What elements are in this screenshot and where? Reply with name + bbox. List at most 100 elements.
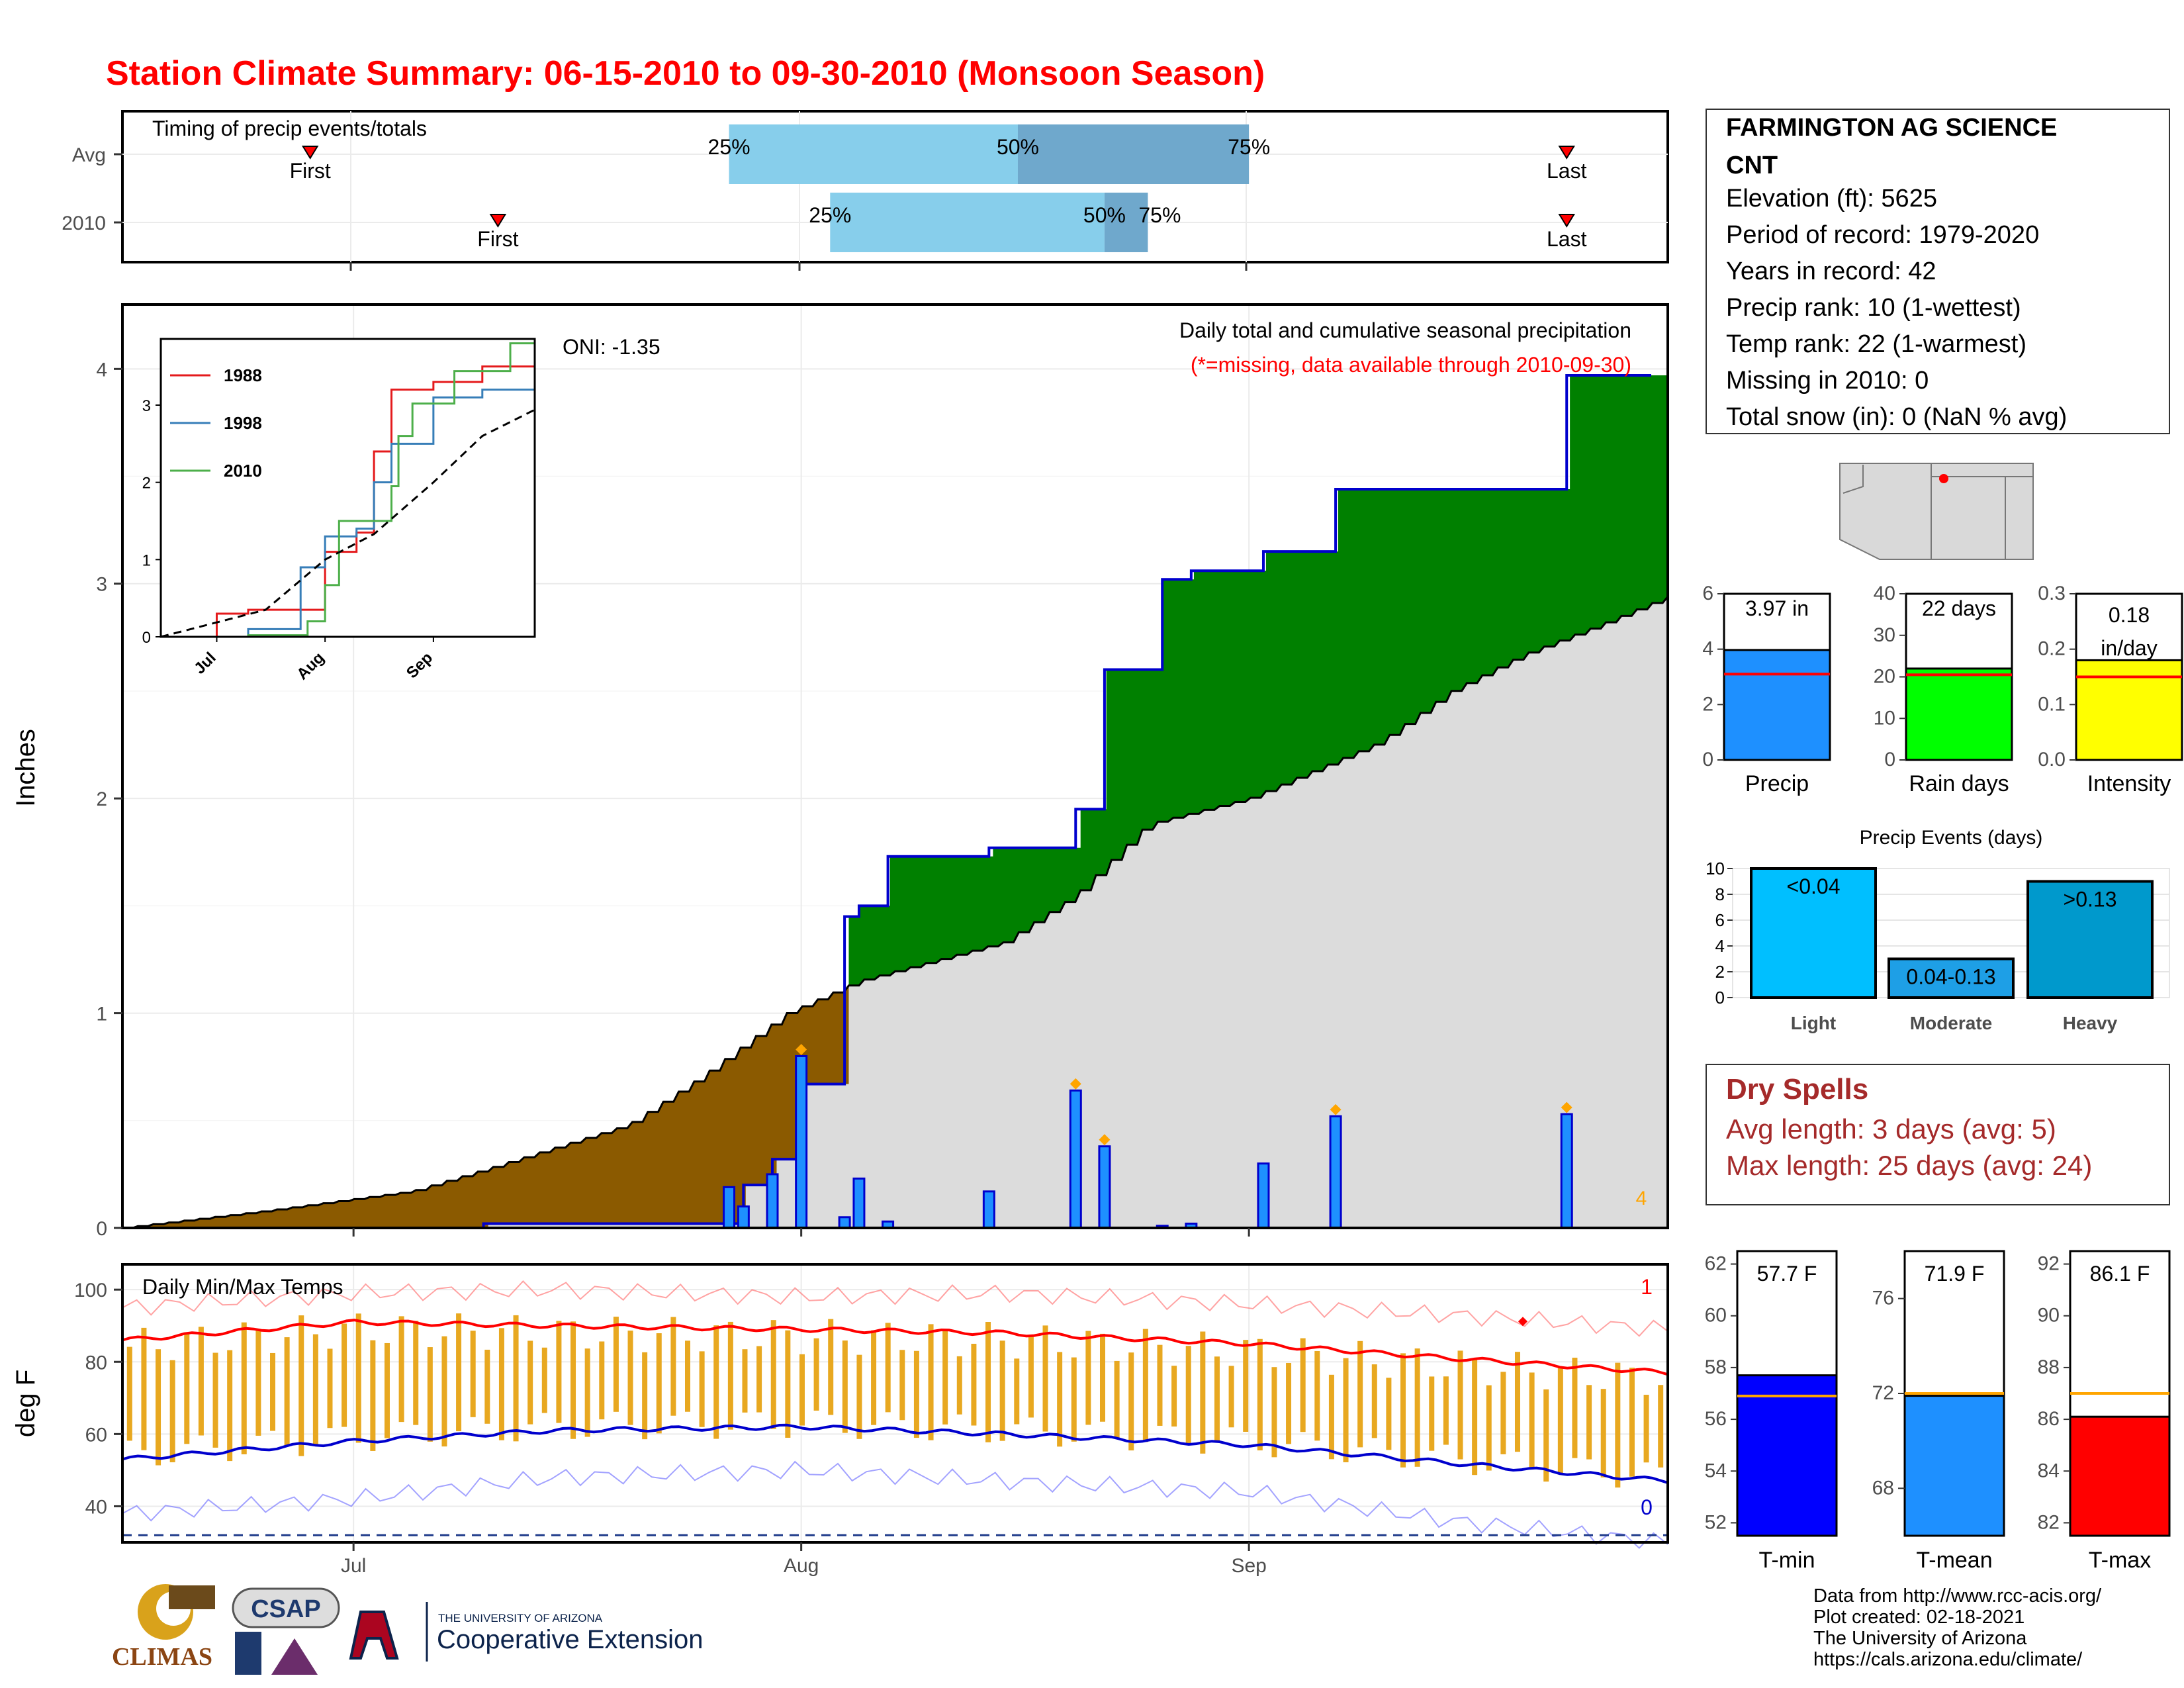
daily-temp-bar	[398, 1316, 404, 1423]
daily-temp-bar	[1214, 1356, 1220, 1442]
station-snow: Total snow (in): 0 (NaN % avg)	[1726, 403, 2067, 431]
daily-temp-bar	[1514, 1352, 1520, 1452]
footer-line-3: The University of Arizona	[1813, 1628, 2027, 1649]
daily-temp-bar	[1171, 1366, 1177, 1427]
inset-ytick-label: 0	[142, 629, 151, 647]
events-ytick: 10	[1706, 859, 1725, 878]
dry-spells-title: Dry Spells	[1726, 1073, 1868, 1105]
station-elevation: Elevation (ft): 5625	[1726, 185, 1937, 212]
daily-temp-bar	[1328, 1374, 1334, 1460]
daily-temp-bar	[355, 1313, 361, 1443]
station-info-box: FARMINGTON AG SCIENCE CNT Elevation (ft)…	[1706, 109, 2170, 434]
daily-temp-bar	[212, 1352, 218, 1448]
mini-bar-value: 3.97 in	[1745, 596, 1809, 620]
daily-temp-bar	[1371, 1364, 1377, 1438]
daily-temp-bar	[913, 1350, 919, 1438]
daily-temp-bar	[513, 1315, 519, 1442]
daily-temp-bar	[184, 1333, 190, 1444]
daily-temp-bar	[255, 1329, 261, 1436]
timing-last-marker	[1558, 146, 1576, 160]
station-period: Period of record: 1979-2020	[1726, 221, 2039, 249]
inset-ytick-label: 2	[142, 475, 151, 492]
mini-bar-ytick: 0.1	[2038, 693, 2066, 715]
events-ytick: 2	[1715, 962, 1725, 982]
daily-temp-bar	[427, 1347, 433, 1442]
daily-temp-bar	[685, 1340, 691, 1412]
events-title: Precip Events (days)	[1860, 827, 2043, 849]
daily-temp-bar	[742, 1349, 748, 1413]
temp-label: Daily Min/Max Temps	[142, 1275, 343, 1299]
timing-last-label: Last	[1547, 227, 1587, 251]
precip-ytick-label: 2	[96, 788, 107, 810]
daily-temp-bar	[1099, 1333, 1105, 1422]
daily-temp-bar	[1457, 1350, 1463, 1460]
temp-bar-label: T-max	[2089, 1548, 2151, 1573]
daily-temp-bar	[1557, 1366, 1563, 1474]
daily-temp-bar	[1200, 1331, 1206, 1454]
ua-cooperative-extension-logo: THE UNIVERSITY OF ARIZONA Cooperative Ex…	[349, 1602, 703, 1662]
event-bar-value: <0.04	[1787, 874, 1841, 898]
precip-count-label: 4	[1636, 1188, 1647, 1209]
daily-temp-bar	[141, 1327, 147, 1450]
daily-temp-bar	[327, 1348, 333, 1429]
daily-temp-bar	[1157, 1344, 1163, 1426]
temp-bar-ytick: 92	[2038, 1253, 2060, 1275]
footer-line-2: Plot created: 02-18-2021	[1813, 1607, 2025, 1628]
daily-temp-bar	[570, 1321, 576, 1439]
temp-bar-label: T-mean	[1916, 1548, 1992, 1573]
events-ytick: 6	[1715, 910, 1725, 930]
event-bar-moderate	[1888, 957, 2015, 999]
daily-temp-bar	[813, 1338, 819, 1411]
temp-bar-ytick: 68	[1872, 1477, 1894, 1499]
ua-logo-bottom-text: Cooperative Extension	[437, 1625, 703, 1654]
dry-spells-avg: Avg length: 3 days (avg: 5)	[1726, 1113, 2056, 1145]
daily-temp-bar	[699, 1351, 705, 1427]
inset-legend-label: 2010	[224, 461, 262, 481]
daily-temp-bar	[1243, 1340, 1249, 1432]
daily-temp-bar	[484, 1349, 490, 1424]
timing-q75-label: 75%	[1138, 203, 1181, 227]
daily-temp-bar	[241, 1322, 247, 1454]
daily-precip-marker	[1099, 1134, 1111, 1146]
daily-temp-bar	[1429, 1376, 1435, 1451]
daily-precip-bar	[766, 1173, 779, 1229]
event-bar-label: Moderate	[1910, 1013, 1992, 1033]
temp-bar-ytick: 72	[1872, 1382, 1894, 1404]
daily-temp-bar	[1386, 1378, 1392, 1450]
temp-bar-0	[1736, 1374, 1838, 1537]
daily-temp-bar	[985, 1322, 991, 1442]
mini-bar-value: 22 days	[1922, 596, 1996, 620]
events-ytick: 8	[1715, 884, 1725, 904]
avg-cumulative-area	[122, 596, 1668, 1228]
daily-temp-bar	[1658, 1385, 1664, 1468]
timing-row-label-avg: Avg	[72, 144, 106, 166]
daily-temp-bar	[956, 1356, 962, 1415]
station-name-line2: CNT	[1726, 152, 1778, 179]
daily-temp-bar	[899, 1350, 905, 1421]
daily-temp-bar	[1300, 1338, 1306, 1432]
daily-temp-bar	[1071, 1357, 1077, 1442]
daily-temp-bar	[1042, 1325, 1048, 1432]
mini-bar-value: 0.18	[2109, 603, 2150, 627]
daily-temp-bar	[1572, 1358, 1578, 1458]
daily-precip-bar	[1098, 1145, 1111, 1229]
temp-bar-ytick: 58	[1705, 1356, 1727, 1378]
mini-bar-ytick: 40	[1874, 583, 1895, 604]
daily-precip-bar	[982, 1190, 995, 1229]
mini-bar-ytick: 2	[1702, 693, 1713, 715]
daily-temp-bar	[1185, 1346, 1191, 1444]
temp-bar-ytick: 90	[2038, 1305, 2060, 1327]
mini-bar-0	[1723, 649, 1831, 761]
location-map	[1839, 463, 2034, 560]
mini-bar-ytick: 30	[1874, 624, 1895, 646]
inset-line-1998	[161, 378, 536, 638]
record-max-line	[122, 1280, 1668, 1337]
temp-bar-value: 57.7 F	[1757, 1262, 1817, 1286]
avg-min-line	[122, 1423, 1668, 1484]
temp-ylabel: deg F	[11, 1370, 40, 1437]
daily-temp-bar	[1343, 1358, 1349, 1463]
mini-bar-ytick: 0.3	[2038, 583, 2066, 604]
daily-temp-bar	[1472, 1359, 1478, 1476]
daily-precip-marker	[1330, 1103, 1342, 1115]
temp-bar-1	[1903, 1395, 2005, 1537]
